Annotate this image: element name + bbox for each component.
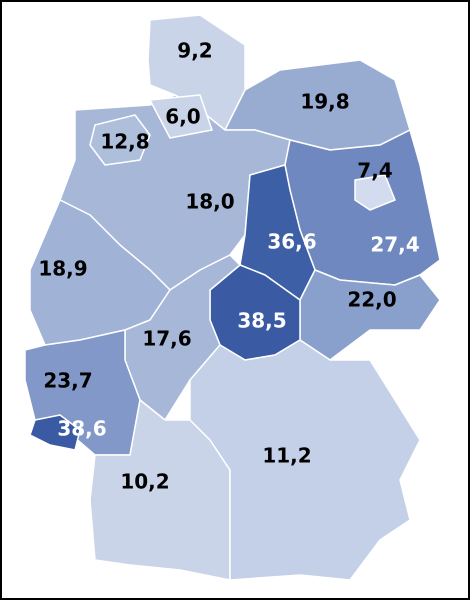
state-label: 7,4: [357, 159, 392, 183]
state-label: 11,2: [262, 444, 311, 468]
state-label: 9,2: [177, 39, 212, 63]
state-label: 6,0: [165, 105, 200, 129]
states: [24, 14, 441, 581]
state-label: 19,8: [300, 90, 349, 114]
state: [149, 94, 213, 139]
state-label: 27,4: [370, 233, 419, 257]
state: [354, 174, 396, 211]
state-label: 10,2: [120, 470, 169, 494]
state-label: 38,6: [57, 417, 106, 441]
state-label: 17,6: [142, 327, 191, 351]
state-label: 18,9: [38, 257, 87, 281]
labels: 9,2 6,0 19,8 12,8 18,0 7,4 36,6 27,4 18,…: [38, 39, 419, 494]
state: [29, 414, 81, 451]
state-label: 36,6: [267, 230, 316, 254]
state: [189, 339, 421, 581]
state-label: 38,5: [237, 309, 286, 333]
state-label: 23,7: [43, 369, 92, 393]
state-label: 22,0: [347, 288, 396, 312]
state-label: 18,0: [185, 190, 234, 214]
state: [89, 114, 151, 166]
state-label: 12,8: [100, 130, 149, 154]
